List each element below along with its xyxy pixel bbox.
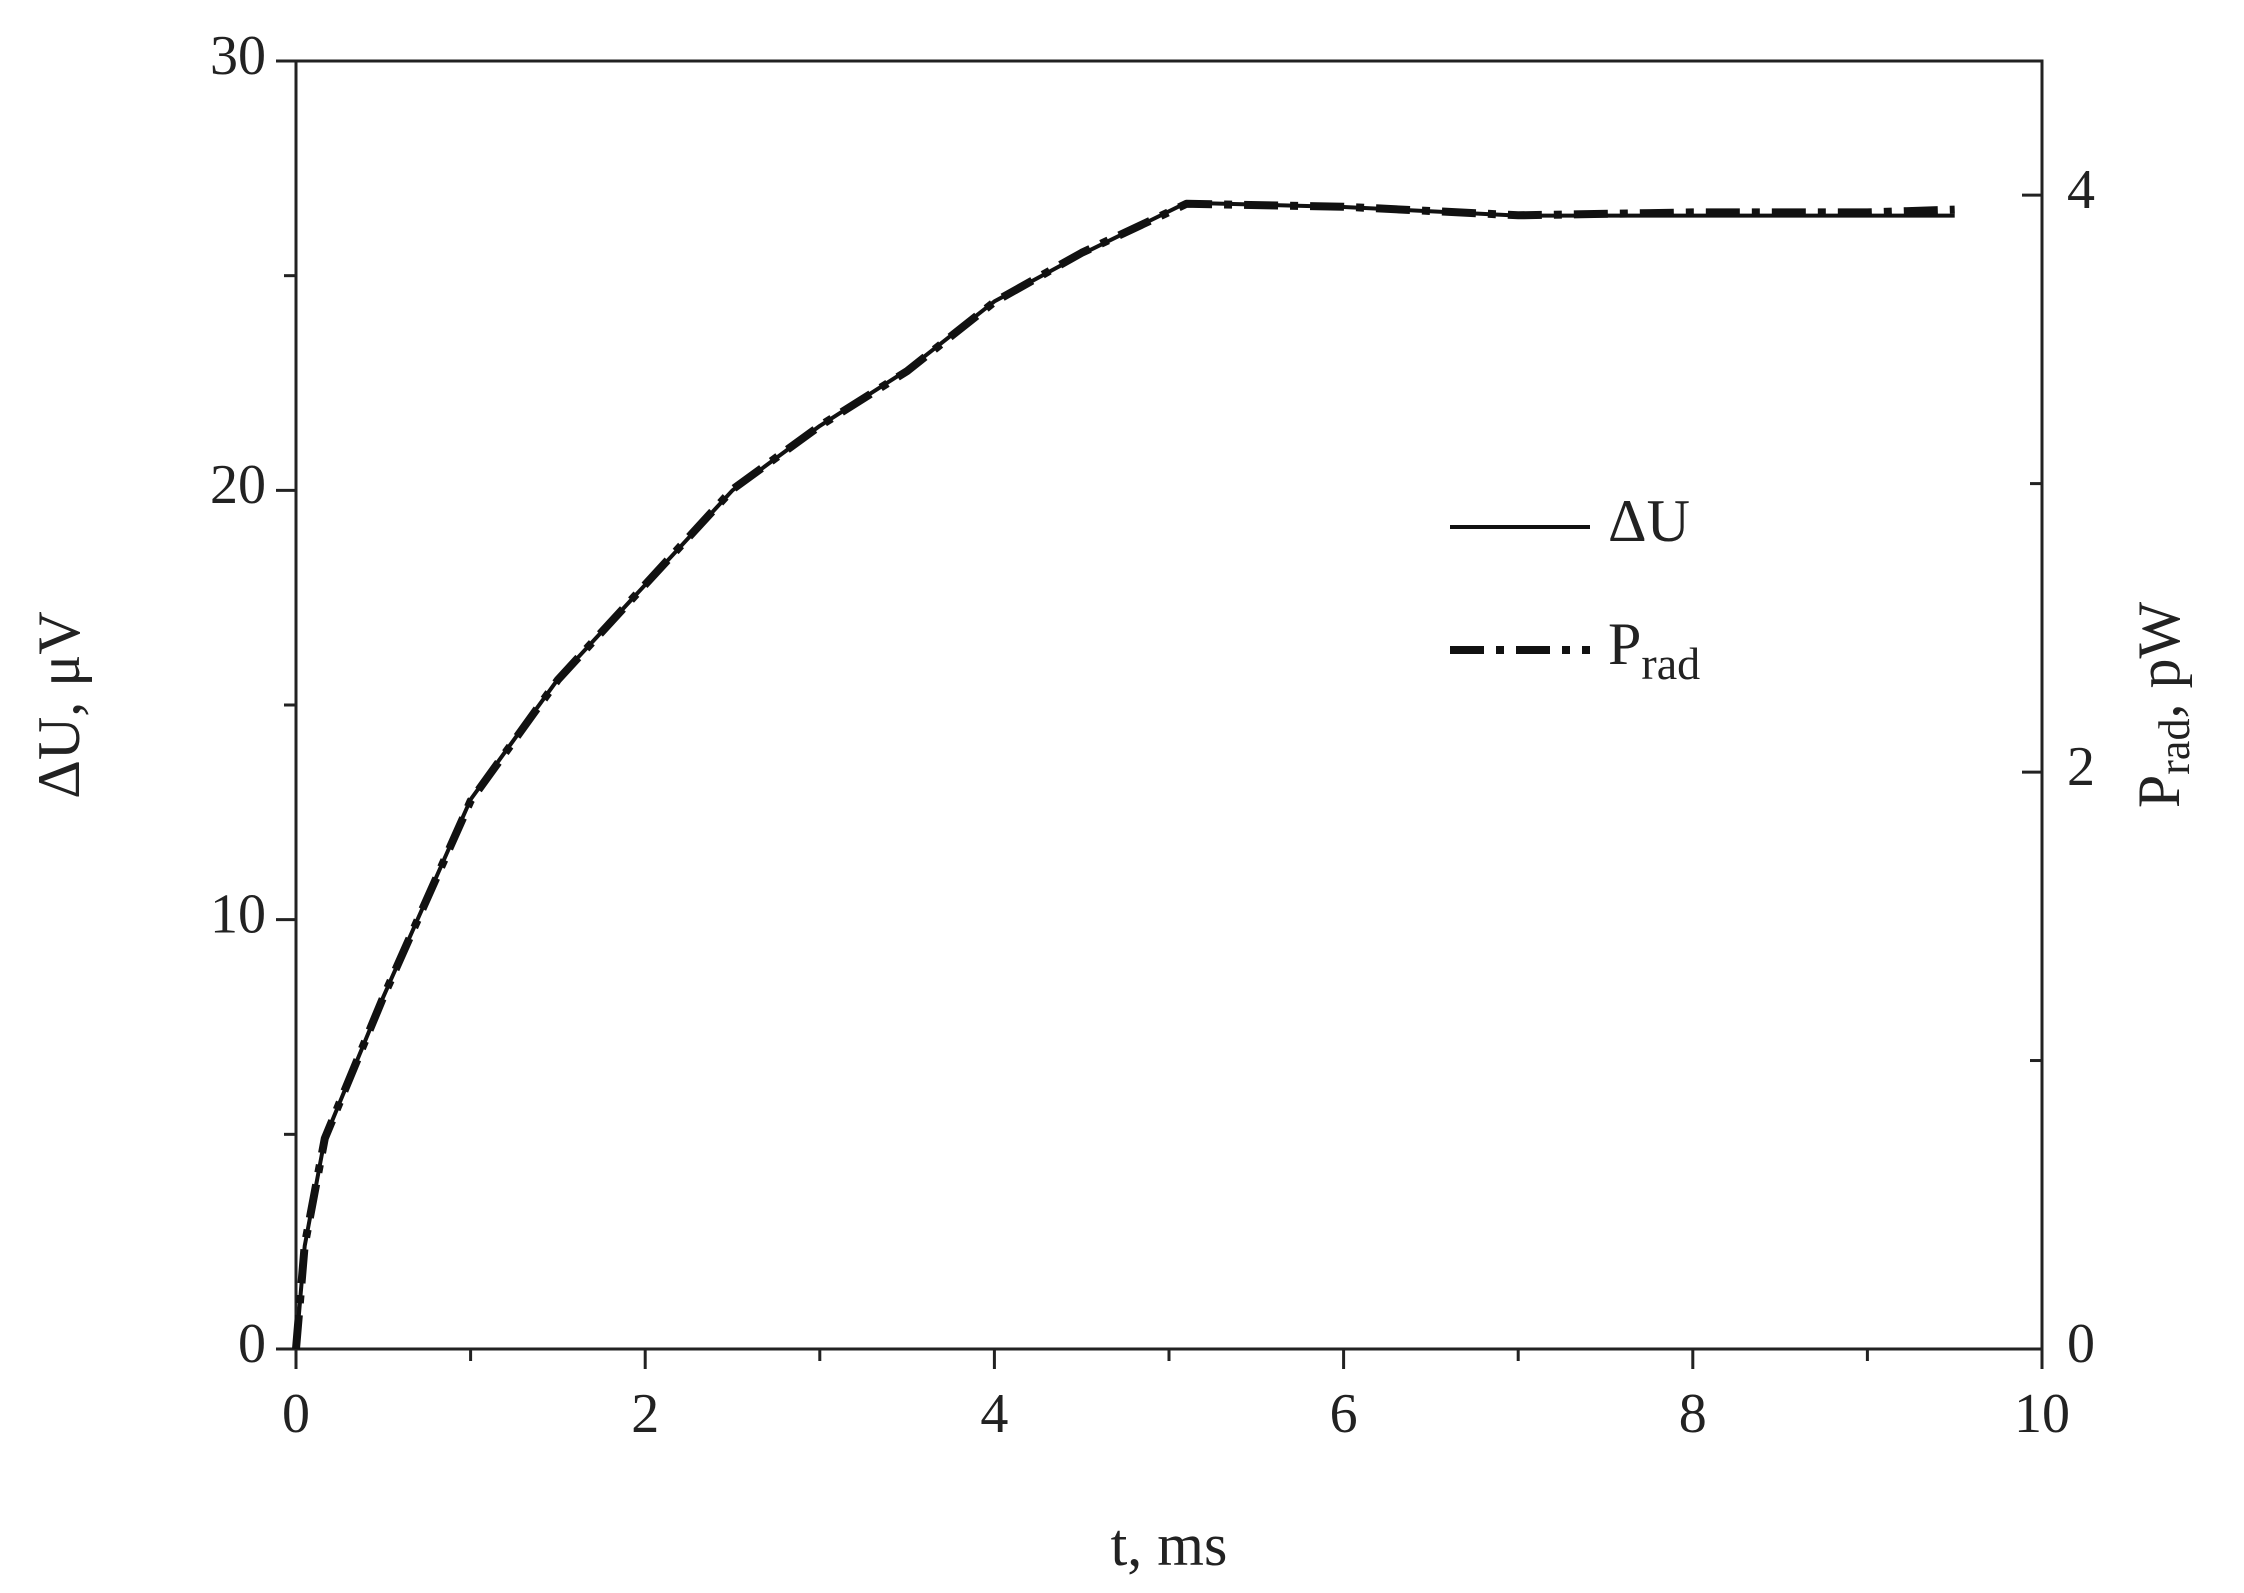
y-tick-label: 30 <box>210 25 266 87</box>
y-tick-label: 0 <box>238 1313 266 1375</box>
plot-frame <box>294 59 2044 1351</box>
legend-subscript: rad <box>1641 638 1700 689</box>
x-tick-label: 6 <box>1330 1383 1358 1445</box>
y-tick-label: 20 <box>210 454 266 516</box>
x-tick-label: 10 <box>2014 1383 2070 1445</box>
y-axis-label: ΔU, μV <box>26 611 92 798</box>
x-axis-label: t, ms <box>1111 1512 1228 1578</box>
y2-tick-label: 4 <box>2067 159 2095 221</box>
y2-axis-label: Prad, pW <box>2126 602 2199 809</box>
y2-tick-label: 2 <box>2067 736 2095 798</box>
legend-label: ΔU <box>1608 488 1690 554</box>
y2-label-rest: , pW <box>2126 602 2192 719</box>
legend-name: ΔU <box>1608 488 1690 554</box>
y2-tick-label: 0 <box>2067 1313 2095 1375</box>
x-tick-label: 8 <box>1679 1383 1707 1445</box>
data-line <box>294 200 1955 1350</box>
x-tick-label: 2 <box>631 1383 659 1445</box>
y-tick-label: 10 <box>210 884 266 946</box>
legend-label: Prad <box>1608 611 1700 689</box>
legend-name: P <box>1608 611 1641 677</box>
y2-label-sub: rad <box>2150 719 2199 775</box>
x-tick-label: 4 <box>980 1383 1008 1445</box>
x-tick-label: 0 <box>282 1383 310 1445</box>
data-line <box>292 199 1955 1350</box>
y2-label-main: P <box>2126 775 2192 808</box>
